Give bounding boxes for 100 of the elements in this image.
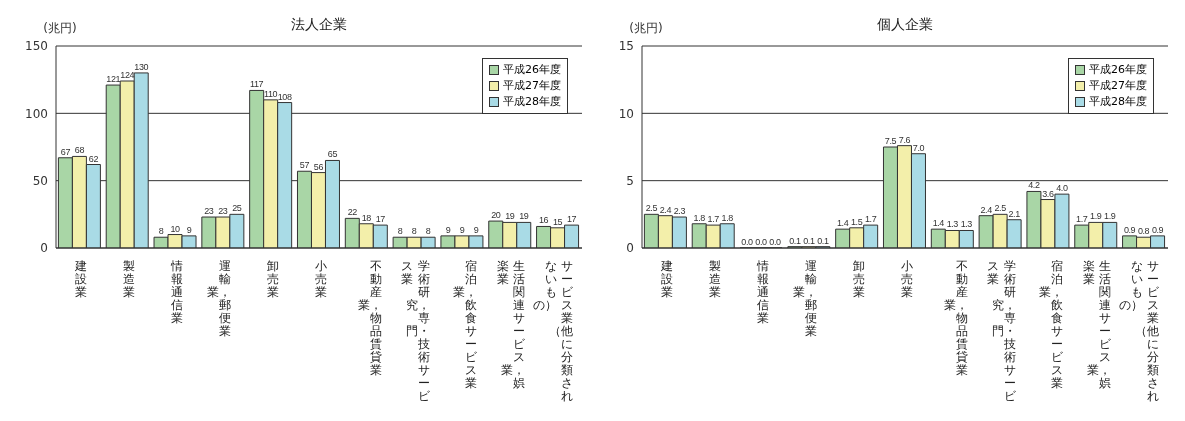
- category-label: 宿泊業，飲食サービス業: [453, 259, 478, 390]
- x-tick-label: 卸売業: [851, 259, 865, 301]
- data-label: 1.7: [1076, 214, 1088, 225]
- data-label: 4.2: [1028, 180, 1040, 191]
- category-label: 生活関連サービス業，娯楽業: [496, 259, 526, 390]
- category-label: 不動産業，物品賃貸業: [943, 259, 968, 377]
- y-tick-label: 0: [626, 241, 634, 256]
- data-label: 19: [505, 211, 515, 222]
- x-tick-label: 情報通信業: [170, 259, 184, 327]
- data-label: 0.1: [803, 235, 815, 246]
- data-label: 2.3: [673, 206, 686, 217]
- x-tick-label: 運輸業，郵便業: [206, 259, 231, 340]
- data-label: 0.9: [1151, 224, 1164, 235]
- x-tick-label: 卸売業: [265, 259, 279, 301]
- data-label: 0.0: [755, 236, 768, 247]
- data-label: 7.0: [912, 142, 925, 153]
- data-label: 18: [361, 212, 372, 223]
- data-label: 1.4: [837, 218, 849, 229]
- data-label: 8: [397, 226, 403, 237]
- data-label: 3.6: [1042, 188, 1054, 199]
- data-label: 1.5: [851, 216, 863, 227]
- data-label: 108: [277, 91, 292, 102]
- category-label: 宿泊業，飲食サービス業: [1039, 259, 1064, 390]
- y-tick-label: 0: [40, 241, 48, 256]
- category-label: 不動産業，物品賃貸業: [357, 259, 382, 377]
- data-label: 57: [299, 160, 310, 171]
- data-label: 68: [74, 145, 85, 156]
- legend-label: 平成28年度: [1089, 94, 1147, 110]
- data-label: 9: [459, 224, 465, 235]
- category-label: サービス業（他に分類されないもの）: [532, 259, 574, 403]
- data-label: 4.0: [1056, 183, 1068, 194]
- x-tick-label: 建設業: [74, 259, 88, 301]
- y-tick-label: 50: [32, 173, 48, 188]
- data-label: 23: [218, 206, 228, 217]
- data-label: 16: [538, 215, 549, 226]
- y-axis-title: (兆円): [629, 21, 663, 35]
- data-label: 8: [158, 226, 164, 237]
- data-label: 0.0: [769, 236, 782, 247]
- data-label: 7.5: [884, 136, 897, 146]
- data-label: 8: [425, 226, 431, 237]
- y-tick-label: 100: [25, 106, 48, 121]
- category-label: 生活関連サービス業，娯楽業: [1082, 259, 1112, 390]
- data-label: 1.7: [865, 214, 877, 225]
- y-tick-label: 150: [25, 39, 48, 54]
- data-label: 0.9: [1123, 224, 1136, 235]
- y-tick-label: 15: [618, 39, 634, 54]
- category-label: サービス業（他に分類されないもの）: [1118, 259, 1160, 403]
- data-label: 17: [566, 214, 577, 225]
- x-tick-label: 情報通信業: [756, 259, 770, 327]
- data-label: 9: [473, 224, 479, 235]
- data-label: 1.3: [960, 219, 973, 230]
- data-label: 2.5: [645, 203, 658, 214]
- legend-label: 平成27年度: [1089, 78, 1147, 94]
- x-tick-label: 建設業: [660, 259, 674, 301]
- data-label: 0.1: [789, 235, 801, 246]
- data-label: 10: [170, 223, 181, 234]
- data-label: 2.1: [1008, 208, 1021, 219]
- data-label: 110: [264, 88, 278, 99]
- data-label: 1.8: [693, 212, 706, 223]
- chart-title: 個人企業: [877, 16, 933, 32]
- data-label: 62: [88, 153, 99, 164]
- data-label: 117: [250, 79, 264, 90]
- data-label: 56: [313, 161, 324, 172]
- data-label: 67: [60, 146, 71, 157]
- data-label: 130: [134, 61, 149, 72]
- data-label: 22: [347, 207, 358, 218]
- y-axis-title: (兆円): [43, 21, 77, 35]
- data-label: 8: [411, 226, 417, 237]
- data-label: 1.3: [946, 219, 959, 230]
- data-label: 19: [519, 211, 529, 222]
- chart-title: 法人企業: [291, 16, 347, 32]
- category-label: 学術研究，専門・技術サービス業: [401, 259, 430, 403]
- data-label: 2.5: [994, 203, 1007, 214]
- data-label: 0.8: [1137, 226, 1150, 237]
- legend-label: 平成27年度: [503, 78, 561, 94]
- data-label: 9: [186, 224, 192, 235]
- data-label: 1.7: [707, 214, 720, 225]
- data-label: 17: [375, 214, 386, 225]
- data-label: 1.9: [1104, 211, 1116, 222]
- data-label: 7.6: [898, 134, 911, 145]
- legend-label: 平成26年度: [503, 62, 561, 78]
- x-tick-label: 小売業: [899, 259, 913, 301]
- data-label: 2.4: [659, 204, 672, 215]
- data-label: 121: [106, 74, 121, 85]
- data-label: 0.0: [741, 236, 754, 247]
- data-label: 1.9: [1090, 211, 1102, 222]
- data-label: 65: [327, 149, 338, 160]
- legend-label: 平成28年度: [503, 94, 561, 110]
- x-tick-label: 運輸業，郵便業: [792, 259, 817, 340]
- data-label: 1.8: [721, 212, 734, 223]
- data-label: 2.4: [980, 204, 993, 215]
- category-label: 学術研究，専門・技術サービス業: [987, 259, 1016, 403]
- x-tick-label: 製造業: [708, 259, 722, 301]
- data-label: 20: [491, 210, 501, 221]
- x-tick-label: 小売業: [313, 259, 327, 301]
- data-label: 0.1: [817, 235, 829, 246]
- y-tick-label: 10: [618, 106, 634, 121]
- data-label: 25: [232, 203, 242, 214]
- y-tick-label: 5: [626, 173, 634, 188]
- data-label: 9: [445, 224, 451, 235]
